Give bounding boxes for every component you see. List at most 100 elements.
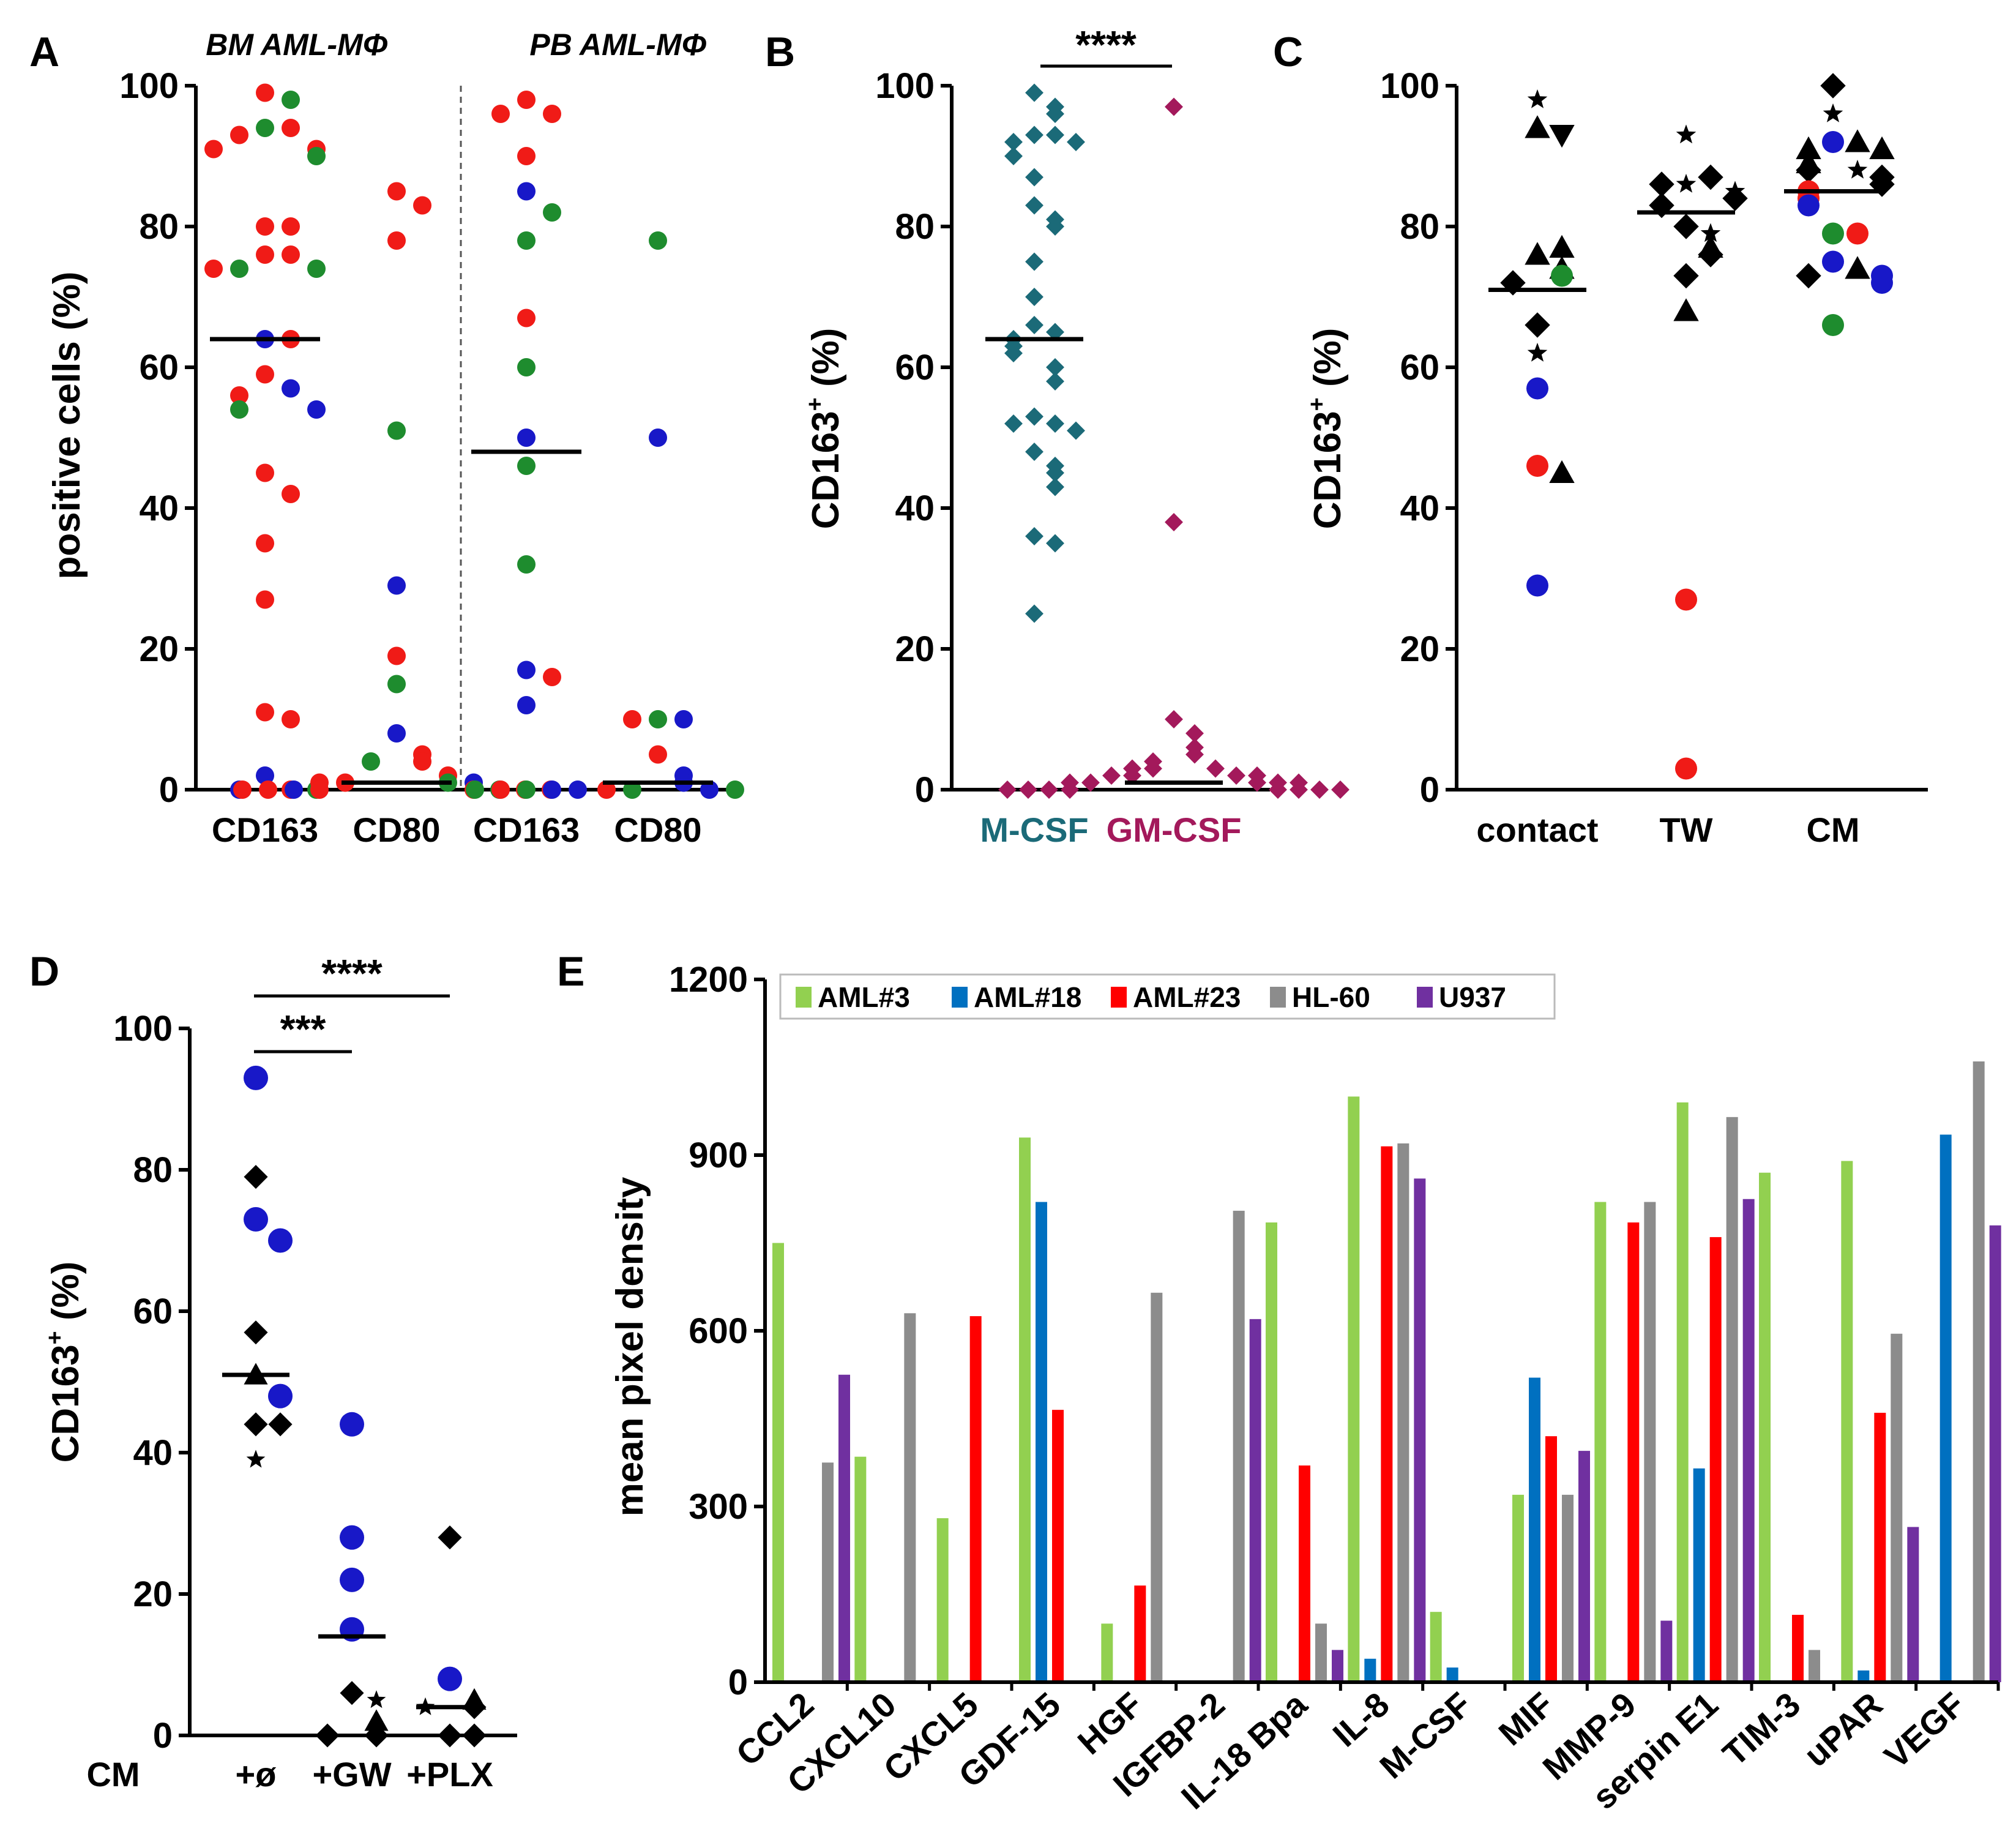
panel-b-ytick-label-0: 0 — [915, 770, 935, 810]
panel-b-point — [1165, 97, 1183, 116]
legend-swatch — [1417, 987, 1433, 1008]
panel-e-ylabel: mean pixel density — [609, 1177, 651, 1516]
panel-c-ytick-label-0: 0 — [1420, 770, 1439, 810]
panel-a-point — [282, 245, 300, 264]
panel-e-bar — [1545, 1436, 1557, 1682]
panel-c-point — [1649, 171, 1674, 197]
panel-c-point — [1549, 234, 1575, 258]
panel-a-point — [466, 780, 484, 799]
panel-c-point — [1845, 129, 1870, 152]
panel-b-point — [1185, 724, 1204, 743]
panel-c-point — [1796, 136, 1821, 160]
panel-d-point — [364, 1709, 389, 1731]
panel-d-point — [438, 1723, 462, 1748]
panel-a-point — [649, 429, 667, 447]
panel-e-bar — [1430, 1612, 1442, 1682]
panel-d-point — [438, 1666, 462, 1691]
panel-a-point — [517, 91, 536, 109]
panel-a-point — [387, 182, 406, 201]
panel-e-ytick-label-1200: 1200 — [669, 960, 748, 1000]
panel-a-point — [256, 534, 274, 553]
panel-a-point — [307, 260, 326, 278]
panel-c-point — [1698, 164, 1723, 190]
panel-a-point — [256, 703, 274, 722]
panel-c-point — [1675, 757, 1697, 780]
panel-d-point — [244, 1320, 268, 1345]
panel-c-ytick-label-100: 100 — [1380, 66, 1439, 106]
panel-d-point — [340, 1567, 364, 1592]
panel-a-point — [517, 231, 536, 250]
legend-swatch — [1111, 987, 1127, 1008]
panel-d-ytick-label-60: 60 — [133, 1292, 173, 1331]
panel-d-point — [244, 1412, 268, 1437]
panel-b-point — [1025, 252, 1043, 271]
panel-a-point — [387, 675, 406, 694]
panel-d-point — [315, 1723, 340, 1748]
panel-a-point — [649, 745, 667, 764]
panel-b-point — [1227, 766, 1245, 785]
panel-e-bar — [1939, 1134, 1952, 1682]
panel-c-point — [1676, 173, 1697, 193]
panel-c-ytick-label-60: 60 — [1400, 348, 1439, 387]
panel-a-ytick-label-80: 80 — [139, 207, 179, 247]
legend-swatch — [1270, 987, 1286, 1008]
panel-a-point — [256, 83, 274, 102]
panel-e-bar — [1134, 1585, 1146, 1682]
panel-c-point — [1527, 89, 1548, 108]
panel-e-bar — [1907, 1527, 1919, 1682]
panel-d-point — [268, 1228, 293, 1253]
panel-b-point — [1025, 196, 1043, 215]
panel-b-point — [1144, 759, 1162, 778]
panel-e-bar — [822, 1462, 834, 1682]
panel-e-bar — [1562, 1494, 1574, 1682]
legend-label: AML#23 — [1133, 981, 1241, 1013]
panel-c-letter: C — [1273, 29, 1303, 75]
panel-a-chart: positive cells (%) BM AML-MΦ PB AML-MΦ 0… — [46, 28, 744, 849]
panel-a-point — [230, 400, 248, 419]
panel-b-point — [1004, 414, 1023, 433]
panel-a-point — [517, 429, 536, 447]
panel-c-point — [1698, 242, 1723, 268]
panel-b-point — [1004, 133, 1023, 151]
panel-a-point — [256, 590, 274, 609]
panel-e-ytick-label-0: 0 — [728, 1663, 748, 1702]
panel-e-bar — [1266, 1222, 1277, 1682]
panel-a-point — [517, 457, 536, 475]
panel-d-point — [340, 1681, 364, 1705]
panel-b-point — [1046, 358, 1064, 376]
panel-a-ytick-label-100: 100 — [119, 66, 179, 106]
panel-a-subtitle-bm: BM AML-MΦ — [206, 28, 388, 62]
panel-a-point — [649, 231, 667, 250]
legend-label: AML#3 — [818, 981, 910, 1013]
panel-a-cat-4: CD80 — [614, 810, 701, 849]
panel-a-subtitle-pb: PB AML-MΦ — [529, 28, 706, 62]
panel-b-point — [1025, 407, 1043, 426]
panel-b-cat-gmcsf: GM-CSF — [1107, 810, 1242, 849]
panel-a-point — [307, 147, 326, 165]
panel-c-point — [1871, 272, 1893, 294]
panel-c-point — [1822, 314, 1844, 336]
panel-e-bar — [1512, 1494, 1524, 1682]
panel-b-point — [1025, 83, 1043, 102]
panel-e-bar — [1709, 1237, 1722, 1682]
panel-a-cat-3: CD163 — [473, 810, 580, 849]
panel-b-point — [1102, 766, 1121, 785]
panel-b-point — [1046, 217, 1064, 236]
panel-d-sig-stars-2: *** — [280, 1007, 326, 1051]
panel-e-bar — [1397, 1143, 1409, 1682]
panel-c-point — [1869, 171, 1895, 197]
panel-c-point — [1525, 242, 1550, 265]
panel-d-point — [244, 1165, 268, 1189]
panel-b-point — [1165, 710, 1183, 728]
panel-e-bar — [772, 1243, 784, 1682]
panel-e-bar — [1660, 1620, 1673, 1682]
legend-swatch — [952, 987, 968, 1008]
panel-d-point — [367, 1690, 386, 1708]
panel-b-point — [1004, 344, 1023, 362]
panel-a-point — [649, 710, 667, 728]
panel-a-letter: A — [29, 29, 59, 75]
panel-c-point — [1527, 342, 1548, 362]
panel-b-ytick-label-100: 100 — [875, 66, 935, 106]
panel-e-letter: E — [557, 948, 584, 995]
panel-e-bar — [1676, 1102, 1689, 1682]
